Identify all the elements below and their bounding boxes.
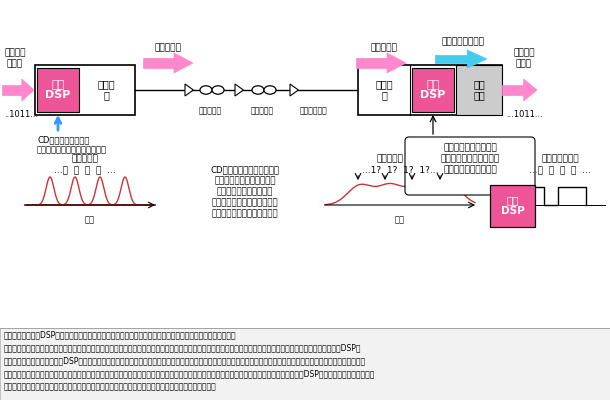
Text: 判定
回路: 判定 回路 [473,80,485,100]
Text: 光ファイバ固有の伝送特性により、伝送後の受信光信号には、大きな波形ひずみを生じる。光受信器では波形ひずみを有したまま光信号を電気信号に変換し、受信DSPに: 光ファイバ固有の伝送特性により、伝送後の受信光信号には、大きな波形ひずみを生じる… [4,343,362,352]
Text: 送信
DSP: 送信 DSP [45,80,71,100]
Text: 光送信
器: 光送信 器 [97,80,115,100]
Text: 送信光信号: 送信光信号 [154,43,181,52]
Polygon shape [467,50,487,68]
Text: デジタル主信号: デジタル主信号 [541,154,579,163]
Bar [35,65,135,115]
Text: ...１  ０  １  １  ...: ...１ ０ １ １ ... [54,166,116,175]
Polygon shape [524,79,537,101]
Ellipse shape [200,86,212,94]
Text: 光ファイバ: 光ファイバ [251,106,273,115]
Bar [0,328,610,400]
Polygon shape [185,84,193,96]
Bar [356,58,387,68]
Text: CDによる波形ひずみ
測定用デジタル既知信号を挿入: CDによる波形ひずみ 測定用デジタル既知信号を挿入 [37,135,107,154]
Polygon shape [290,84,298,96]
Text: 光送信器内の送信DSPにおいてデジタル主信号にあらかじめデジタル既知信号を挿入して光信号を送信する。: 光送信器内の送信DSPにおいてデジタル主信号にあらかじめデジタル既知信号を挿入し… [4,330,237,339]
Text: 送信光信号: 送信光信号 [71,154,98,163]
Bar [358,65,502,115]
Text: CD補償デバイスがなくなり
中継器は簡素化されるが、
区間ごとの波形ひずみが
累積し、光ファイバ伝送後は
大きな波形ひずみが生じる。: CD補償デバイスがなくなり 中継器は簡素化されるが、 区間ごとの波形ひずみが 累… [210,165,279,218]
Bar [456,65,502,115]
Text: 光増幅中継器: 光増幅中継器 [300,106,328,115]
Text: ...１  ０  １  １  ...: ...１ ０ １ １ ... [529,166,591,175]
Text: 受信
DSP: 受信 DSP [501,196,525,216]
Bar [490,185,535,227]
Text: 受信光信号: 受信光信号 [376,154,403,163]
Ellipse shape [252,86,264,94]
Text: 時間: 時間 [395,215,405,224]
Text: 光受信
器: 光受信 器 [375,80,393,100]
Polygon shape [22,79,34,101]
FancyBboxPatch shape [405,137,535,195]
Polygon shape [174,53,193,73]
Bar [412,68,454,112]
Text: ...1011...: ...1011... [506,110,543,119]
Text: ..1011...: ..1011... [4,110,38,119]
Text: デジタル
主信号: デジタル 主信号 [4,49,26,68]
Polygon shape [235,84,243,96]
Text: 受信デジタル信号: 受信デジタル信号 [442,37,484,46]
Text: 光ファイバ: 光ファイバ [198,106,221,115]
Bar [37,68,79,112]
Bar [435,55,467,63]
Bar [2,85,22,95]
Text: 号とデジタル主信号波形には同じひずみが加わっているため、受信デジタル信号から測定波形ひずみ量を取り除くデジタルフィルタリングを受信DSPで行うことで、光ファイバ: 号とデジタル主信号波形には同じひずみが加わっているため、受信デジタル信号から測定… [4,369,375,378]
Text: ...1?  1?  1?  1?...: ...1? 1? 1? 1?... [362,166,438,175]
Bar [143,58,174,68]
Text: 受信
DSP: 受信 DSP [420,80,446,100]
Text: 時間: 時間 [85,215,95,224]
Text: 伝送中に加わった波形ひずみを光受信器内において一括して除去し、元のデジタル主信号を復元する。: 伝送中に加わった波形ひずみを光受信器内において一括して除去し、元のデジタル主信号… [4,382,217,391]
Text: おいてデジタル化する。受信DSPにより、受信デジタル信号からデジタル既知信号を抜き取り、デジタル既知信号に加わった波形ひずみ量を高速測定する。デジタル既知信: おいてデジタル化する。受信DSPにより、受信デジタル信号からデジタル既知信号を抜… [4,356,366,365]
Ellipse shape [212,86,224,94]
Text: デジタル既知信号から
波形ひずみ量を高速測定
し、波形ひずみを除去: デジタル既知信号から 波形ひずみ量を高速測定 し、波形ひずみを除去 [440,143,500,174]
Polygon shape [387,53,406,73]
Bar [502,85,524,95]
Text: 受信光信号: 受信光信号 [370,43,398,52]
Ellipse shape [264,86,276,94]
Text: デジタル
主信号: デジタル 主信号 [513,49,535,68]
